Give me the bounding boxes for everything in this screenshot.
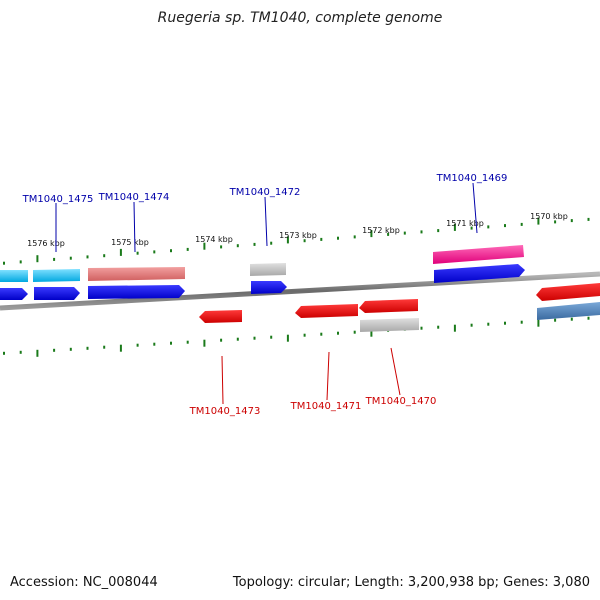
gene-arrow-1471[interactable] xyxy=(295,304,358,318)
kbp-label-1575: 1575 kbp xyxy=(111,238,149,247)
leader-1474 xyxy=(133,201,136,253)
gene-arrow-1473[interactable] xyxy=(199,310,242,323)
kbp-label-1573: 1573 kbp xyxy=(279,231,317,240)
gene-label-1475[interactable]: TM1040_1475 xyxy=(22,194,94,205)
leader-1472 xyxy=(264,196,268,247)
kbp-label-1576: 1576 kbp xyxy=(27,239,65,248)
gene-label-1470[interactable]: TM1040_1470 xyxy=(365,396,437,407)
feature-cyan-a[interactable] xyxy=(0,270,28,282)
kbp-label-1574: 1574 kbp xyxy=(195,235,233,244)
gene-arrow-1474[interactable] xyxy=(88,285,185,299)
reverse-features-inner xyxy=(360,302,600,332)
gene-label-1474[interactable]: TM1040_1474 xyxy=(98,192,170,203)
accession-text: Accession: NC_008044 xyxy=(10,575,158,590)
gene-arrow-reverse-right[interactable] xyxy=(536,283,600,301)
kbp-label-1571: 1571 kbp xyxy=(446,219,484,228)
feature-pink-1469[interactable] xyxy=(433,245,524,264)
forward-arrows xyxy=(0,264,525,300)
kbp-labels: 1576 kbp 1575 kbp 1574 kbp 1573 kbp 1572… xyxy=(27,212,568,248)
gene-label-1473[interactable]: TM1040_1473 xyxy=(189,406,261,417)
feature-steel-right[interactable] xyxy=(537,302,600,320)
gene-label-1472[interactable]: TM1040_1472 xyxy=(229,187,301,198)
reverse-arrows xyxy=(199,283,600,323)
map-title: Ruegeria sp. TM1040, complete genome xyxy=(157,10,443,26)
gene-arrow-forward-a[interactable] xyxy=(0,288,28,300)
kbp-label-1570: 1570 kbp xyxy=(530,212,568,221)
gene-arrow-1472[interactable] xyxy=(251,281,287,294)
feature-salmon[interactable] xyxy=(88,267,185,281)
forward-features-outer xyxy=(0,245,524,282)
feature-gray-1470-inner[interactable] xyxy=(360,318,419,332)
feature-gray-1472-outer[interactable] xyxy=(250,263,286,276)
gene-label-1469[interactable]: TM1040_1469 xyxy=(436,173,508,184)
genome-backbone xyxy=(0,271,600,311)
gene-arrow-1469[interactable] xyxy=(434,264,525,283)
gene-arrow-1470[interactable] xyxy=(359,299,418,313)
leader-1471 xyxy=(326,351,330,401)
leader-1473 xyxy=(221,355,224,405)
gene-label-1471[interactable]: TM1040_1471 xyxy=(290,401,362,412)
feature-cyan-b[interactable] xyxy=(33,269,80,282)
gene-labels: TM1040_1475 TM1040_1474 TM1040_1472 TM10… xyxy=(22,173,508,417)
leader-1469 xyxy=(472,182,478,234)
kbp-ticks-inner xyxy=(3,316,590,357)
gene-arrow-1475[interactable] xyxy=(34,287,80,300)
kbp-label-1572: 1572 kbp xyxy=(362,226,400,235)
kbp-ticks-outer xyxy=(3,217,590,265)
label-leader-lines xyxy=(55,182,478,405)
genome-summary-text: Topology: circular; Length: 3,200,938 bp… xyxy=(232,575,590,590)
leader-1470 xyxy=(390,347,401,396)
